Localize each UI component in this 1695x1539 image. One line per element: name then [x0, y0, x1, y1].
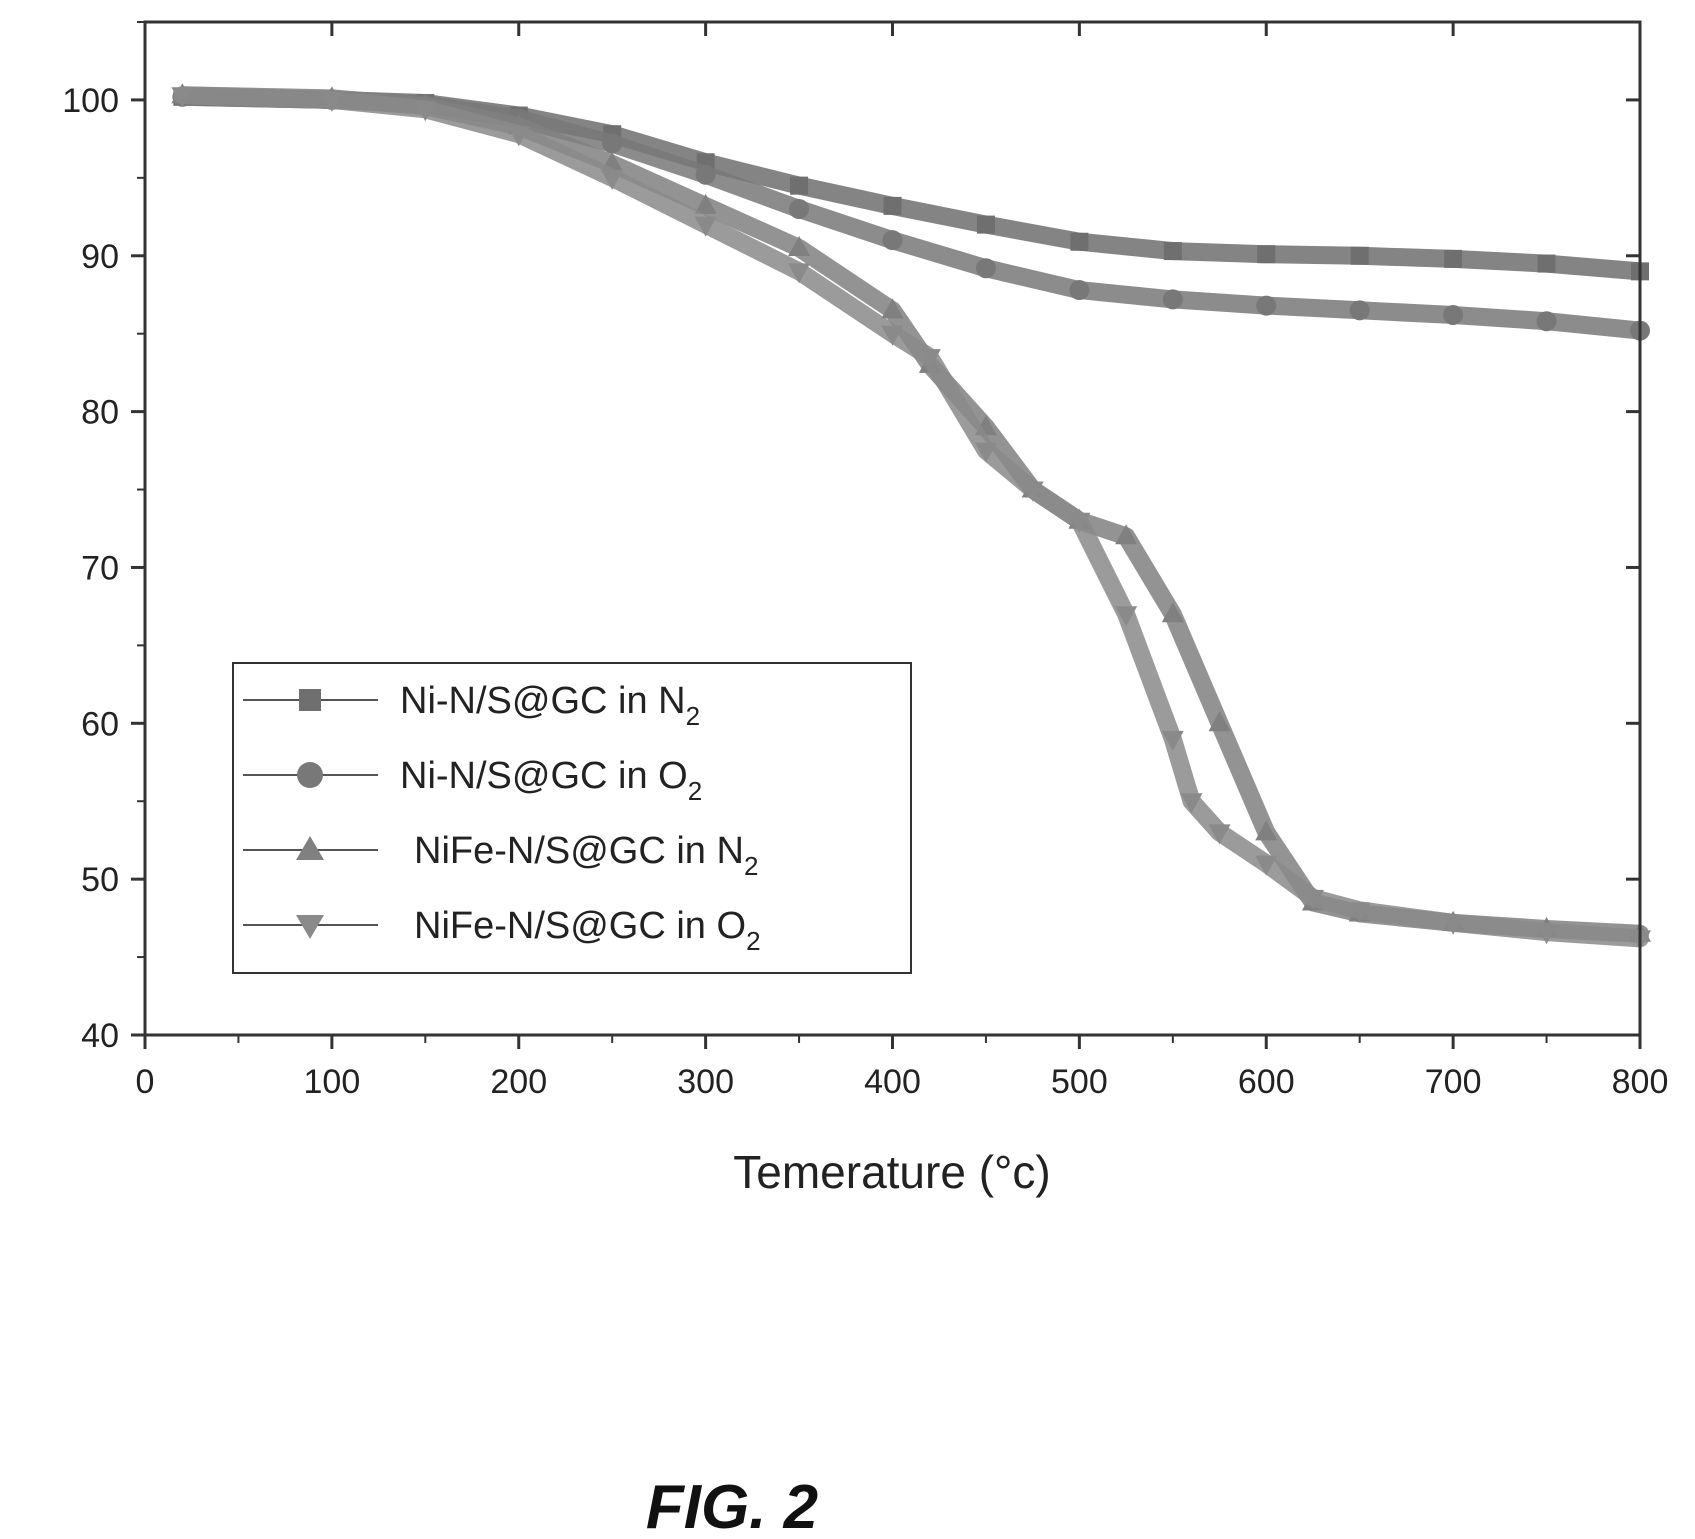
data-point	[975, 258, 996, 279]
x-axis-title: Temerature (°c)	[733, 1146, 1050, 1198]
data-point	[695, 164, 716, 185]
y-tick-label: 80	[81, 394, 119, 432]
legend-label-subscript: 2	[744, 851, 758, 881]
data-point	[1257, 245, 1276, 264]
x-tick-label: 600	[1238, 1063, 1295, 1101]
data-point	[918, 349, 941, 370]
legend-label-subscript: 2	[746, 926, 760, 956]
x-tick-label: 300	[677, 1063, 734, 1101]
x-tick-label: 700	[1425, 1063, 1482, 1101]
data-point	[1180, 793, 1203, 814]
data-point	[1255, 820, 1278, 841]
data-point	[790, 176, 809, 195]
y-tick-label: 60	[81, 705, 119, 743]
data-point	[883, 196, 902, 215]
data-point	[602, 133, 623, 154]
legend-label-subscript: 2	[686, 701, 700, 731]
x-tick-label: 0	[136, 1063, 155, 1101]
data-point	[1208, 824, 1231, 845]
x-tick-label: 200	[490, 1063, 547, 1101]
x-tick-label: 100	[304, 1063, 361, 1101]
data-point	[1444, 249, 1463, 268]
data-point	[974, 442, 997, 463]
y-tick-label: 50	[81, 861, 119, 899]
figure-caption: FIG. 2	[646, 1473, 818, 1539]
y-tick-label: 90	[81, 238, 119, 276]
legend-marker	[296, 915, 324, 939]
data-point	[976, 215, 995, 234]
data-point	[1348, 902, 1371, 923]
data-point	[601, 169, 624, 190]
data-point	[1255, 855, 1278, 876]
data-point	[1350, 246, 1369, 265]
series-layer	[171, 83, 1651, 951]
data-point	[1535, 924, 1558, 945]
data-point	[1115, 606, 1138, 627]
data-point	[1537, 254, 1556, 273]
data-point	[788, 263, 811, 284]
legend-label-subscript: 2	[688, 776, 702, 806]
data-point	[694, 193, 717, 214]
data-point	[881, 325, 904, 346]
x-tick-label: 500	[1051, 1063, 1108, 1101]
tick-layer: 0 100 200 300 400 500 600 700 800 40 50 60 70 80 90 100	[62, 21, 1669, 1101]
y-tick-label: 100	[62, 82, 119, 120]
legend-box	[232, 662, 912, 974]
y-tick-label: 40	[81, 1017, 119, 1055]
legend-marker	[296, 836, 324, 860]
data-point	[1068, 512, 1091, 533]
data-point	[171, 87, 194, 108]
x-tick-label: 800	[1612, 1063, 1669, 1101]
data-point	[788, 235, 811, 256]
data-point	[1021, 481, 1044, 502]
data-point	[414, 101, 437, 122]
data-point	[507, 126, 530, 147]
data-point	[1070, 232, 1089, 251]
data-point	[1115, 524, 1138, 545]
x-tick-label: 400	[864, 1063, 921, 1101]
data-point	[694, 216, 717, 237]
data-point	[1349, 300, 1370, 321]
data-point	[1301, 889, 1324, 910]
data-point	[882, 230, 903, 251]
data-point	[1443, 304, 1464, 325]
data-point	[1161, 730, 1184, 751]
data-point	[1162, 289, 1183, 310]
data-point	[1161, 602, 1184, 623]
y-tick-label: 70	[81, 549, 119, 587]
data-point	[1442, 914, 1465, 935]
legend-marker	[297, 762, 323, 788]
data-point	[1208, 711, 1231, 732]
data-point	[320, 91, 343, 112]
legend-marker	[299, 689, 321, 711]
data-point	[1069, 280, 1090, 301]
data-point	[881, 298, 904, 319]
data-point	[1256, 295, 1277, 316]
data-point	[789, 199, 810, 220]
data-point	[1536, 311, 1557, 332]
data-point	[1163, 242, 1182, 261]
series-line	[173, 86, 1649, 948]
